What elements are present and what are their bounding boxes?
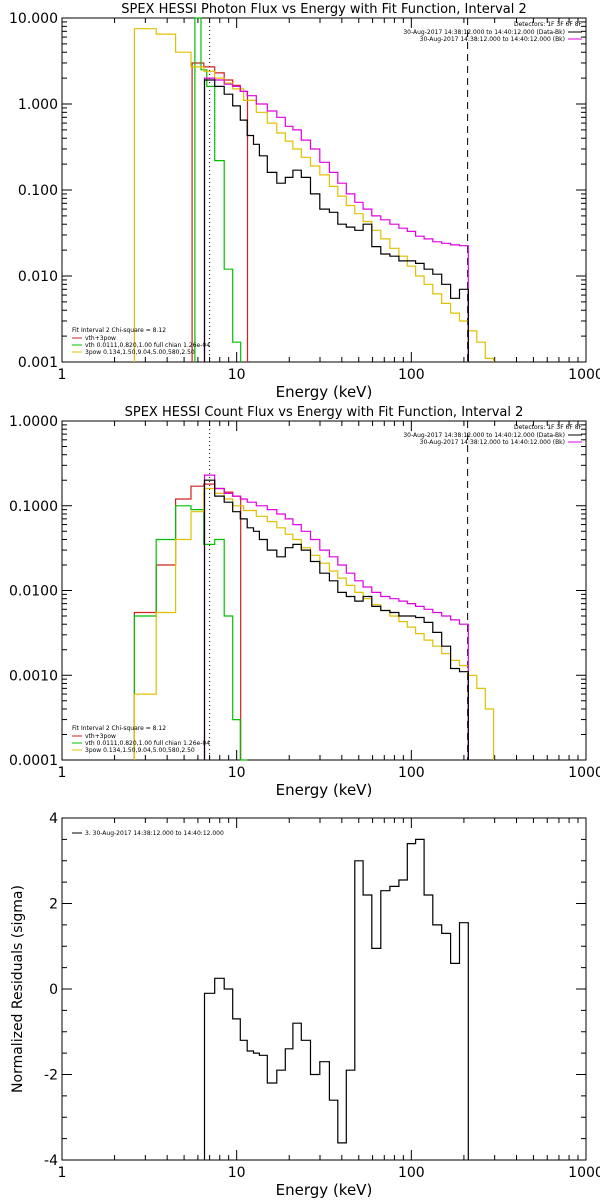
y-tick-label: 0.0001 (9, 753, 58, 769)
chart-panel-2: 1 10 100 1000 0.0001 0.0010 0.0100 0.1000 1.0000… (9, 405, 600, 799)
legend-bottom-left-header: Fit Interval 2 Chi-square = 8.12 (72, 725, 166, 732)
legend-bottom-left-entry: vth+3pow (85, 335, 116, 342)
legend-bottom-left-entry: 3pow 0.134,1.50,9.04,5.00,580,2.50 (85, 747, 195, 754)
x-tick-label: 1 (58, 1165, 67, 1181)
series-line-5 (203, 79, 469, 362)
legend-bottom-left-entry: vth+3pow (85, 733, 116, 740)
x-tick-label: 10 (228, 765, 246, 781)
x-tick-label: 1 (58, 765, 67, 781)
series-line-4 (203, 77, 469, 362)
plot-frame (61, 817, 587, 1161)
y-tick-label: 1.000 (18, 97, 58, 113)
x-tick-label: 100 (398, 1165, 425, 1181)
series-line-5 (203, 479, 469, 760)
y-tick-label: -4 (44, 1153, 58, 1169)
series-line-1 (191, 62, 249, 362)
y-tick-label: -2 (44, 1068, 58, 1084)
chart-title: SPEX HESSI Count Flux vs Energy with Fit… (125, 405, 524, 420)
y-tick-label: 0.0010 (9, 668, 58, 684)
series-line-3 (133, 28, 495, 362)
y-tick-label: 0.1000 (9, 499, 58, 515)
legend-top-right-entry: 30-Aug-2017 14:38:12.000 to 14:40:12.000… (403, 29, 565, 36)
legend-top-right-header: Detectors: 1F 3F 6F 8F (514, 424, 583, 431)
x-axis-label: Energy (keV) (276, 383, 373, 401)
y-tick-label: 0 (49, 982, 58, 998)
series-line-2 (194, 17, 242, 362)
x-tick-label: 100 (398, 765, 425, 781)
legend-top-left-entry: 3. 30-Aug-2017 14:38:12.000 to 14:40:12.… (85, 830, 224, 837)
plot-frame (61, 420, 587, 761)
x-tick-label: 1000 (568, 1165, 600, 1181)
x-tick-label: 10 (228, 1165, 246, 1181)
legend-top-right-header: Detectors: 1F 3F 6F 8F (514, 21, 583, 28)
y-tick-label: 0.010 (18, 269, 58, 285)
series-line-1 (133, 483, 242, 760)
y-tick-label: 0.001 (18, 355, 58, 371)
x-tick-label: 1 (58, 367, 67, 383)
y-tick-label: 4 (49, 811, 58, 827)
y-tick-label: 10.000 (9, 11, 58, 27)
legend-bottom-left-entry: 3pow 0.134,1.50,9.04,5.00,580,2.50 (85, 349, 195, 356)
legend-top-right-entry: 30-Aug-2017 14:38:12.000 to 14:40:12.000… (420, 439, 565, 446)
y-tick-label: 2 (49, 897, 58, 913)
x-tick-label: 100 (398, 367, 425, 383)
y-tick-label: 1.0000 (9, 414, 58, 430)
legend-bottom-left-header: Fit Interval 2 Chi-square = 8.12 (72, 327, 166, 334)
x-tick-label: 1000 (568, 367, 600, 383)
legend-bottom-left-entry: vth 0.0111,0.820,1.00 full chian 1.26e-0… (85, 342, 210, 349)
series-line-3 (133, 487, 495, 760)
series-line-1 (203, 838, 469, 1160)
legend-top-right-entry: 30-Aug-2017 14:38:12.000 to 14:40:12.000… (403, 432, 565, 439)
x-tick-label: 10 (228, 367, 246, 383)
x-axis-label: Energy (keV) (276, 781, 373, 799)
legend-bottom-left-entry: vth 0.0111,0.820,1.00 full chian 1.26e-0… (85, 740, 210, 747)
series-line-4 (203, 474, 469, 760)
x-tick-label: 1000 (568, 765, 600, 781)
x-axis-label: Energy (keV) (276, 1181, 373, 1199)
y-tick-label: 0.100 (18, 183, 58, 199)
chart-panel-1: 1 10 100 1000 0.001 0.010 0.100 1.000 10.000 SPEX… (9, 2, 600, 401)
y-tick-label: 0.0100 (9, 584, 58, 600)
y-axis-label: Normalized Residuals (sigma) (10, 885, 26, 1093)
legend-top-right-entry: 30-Aug-2017 14:38:12.000 to 14:40:12.000… (420, 36, 565, 43)
series-line-2 (133, 505, 248, 761)
chart-panel-3: 1 10 100 1000 -4 -2 0 2 4 Energy (keV) Normalized … (10, 811, 600, 1199)
chart-title: SPEX HESSI Photon Flux vs Energy with Fi… (121, 2, 527, 17)
plot-frame (61, 17, 587, 363)
